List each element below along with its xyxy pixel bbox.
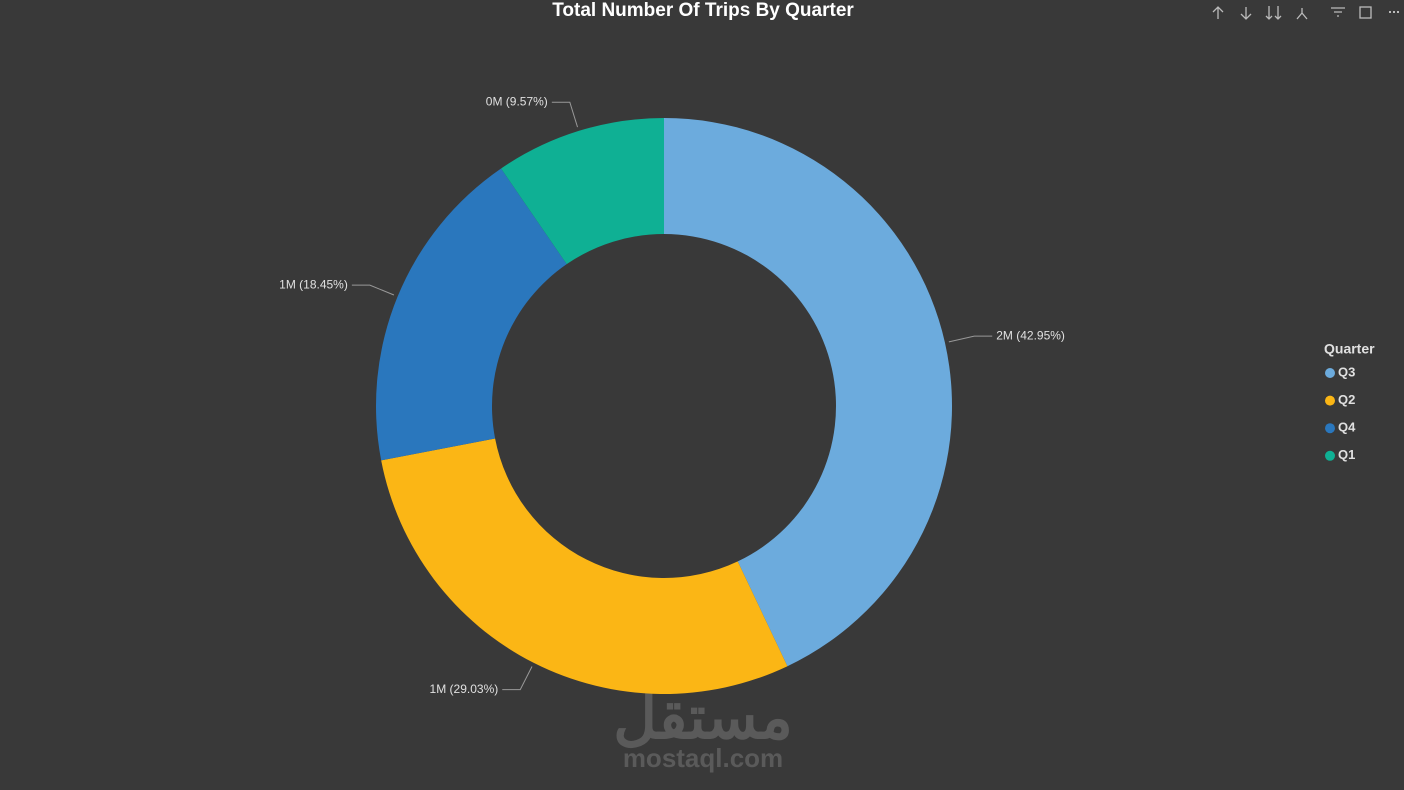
- expand-all-icon[interactable]: [1265, 6, 1282, 20]
- legend-marker: [1325, 395, 1335, 406]
- watermark-latin: mostaql.com: [623, 743, 783, 773]
- chart-title: Total Number Of Trips By Quarter: [552, 0, 854, 21]
- legend-label: Q2: [1338, 392, 1355, 407]
- focus-icon[interactable]: [1359, 6, 1372, 19]
- legend-label: Q1: [1338, 447, 1355, 462]
- leader-line: [351, 284, 395, 296]
- hierarchy-icon[interactable]: [1296, 8, 1308, 20]
- filter-icon[interactable]: [1331, 7, 1345, 17]
- watermark-arabic: مستقل: [613, 684, 793, 751]
- data-label: 2M (42.95%): [996, 328, 1065, 342]
- legend-marker: [1325, 423, 1335, 434]
- donut-segment: [501, 118, 664, 265]
- legend-label: Q3: [1338, 364, 1355, 379]
- drill-down-icon[interactable]: [1240, 7, 1252, 20]
- legend-title: Quarter: [1324, 341, 1375, 357]
- data-label: 1M (29.03%): [430, 682, 499, 696]
- legend-label: Q4: [1338, 420, 1356, 435]
- leader-line: [551, 101, 579, 128]
- data-label: 0M (9.57%): [486, 94, 548, 108]
- leader-line: [502, 666, 533, 691]
- toolbar: [1212, 6, 1399, 20]
- drill-up-icon[interactable]: [1212, 6, 1224, 19]
- donut-segment: [381, 438, 788, 695]
- donut-segment: [664, 118, 952, 667]
- leader-line: [948, 335, 993, 343]
- legend-marker: [1325, 368, 1335, 378]
- donut-segment: [376, 168, 567, 461]
- legend-marker: [1325, 450, 1335, 461]
- data-label: 1M (18.45%): [279, 277, 348, 291]
